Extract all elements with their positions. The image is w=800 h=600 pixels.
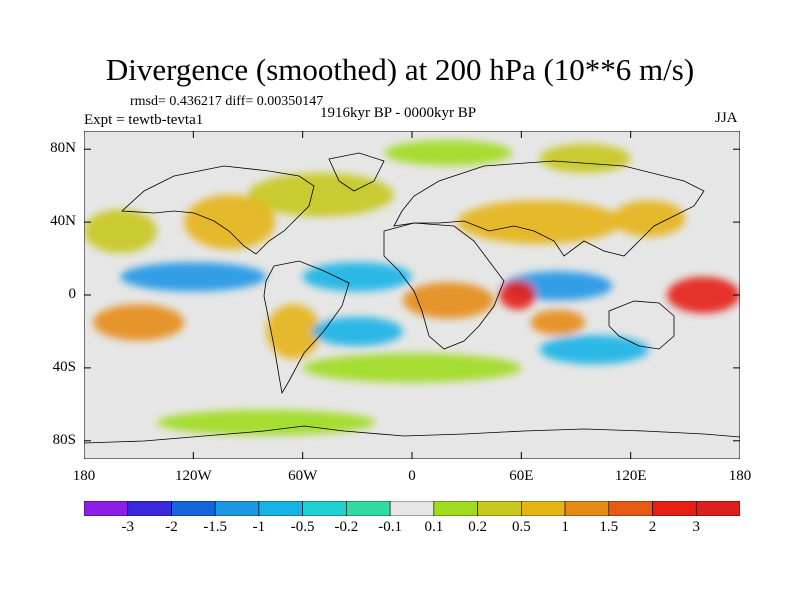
coastline-north-america [121,165,315,255]
colorbar-swatch [346,500,391,517]
colorbar-swatch [564,500,610,517]
colorbar-label: 2 [648,519,657,535]
x-tick-label: 120W [174,468,212,484]
stats-text: rmsd= 0.436217 diff= 0.00350147 [130,94,324,109]
colorbar-label: -2 [165,519,178,535]
colorbar-label: 0.5 [511,519,531,535]
anomaly-patch-siberia-green [539,143,631,173]
period-label: 1916kyr BP - 0000kyr BP [320,105,477,121]
anomaly-patch-west-pacific-red [667,276,740,314]
anomaly-patch-north-pacific-yellow [84,209,157,254]
anomaly-patch-south-indian-blue [539,335,649,365]
colorbar-label: 1.5 [599,519,619,535]
season-label: JJA [715,110,738,126]
coastline-antarctica [84,425,740,444]
colorbar-swatch [214,500,260,517]
anomaly-patch-south-america-orange [266,304,321,359]
figure-title: Divergence (smoothed) at 200 hPa (10**6 … [105,52,695,87]
y-tick-label: 0 [68,286,77,302]
coastline-australia [608,300,675,350]
anomaly-patch-indian-ocean-orange [530,309,586,336]
y-tick-label: 80S [52,431,76,448]
anomaly-patch-southern-ocean-green [302,353,522,383]
anomaly-patch-south-atlantic-blue [311,316,403,347]
anomaly-patch-atlantic-blue [302,262,412,292]
map-panel [83,130,741,460]
colorbar-label: -1 [252,519,266,535]
colorbar-swatches [83,500,741,517]
y-tick-label: 80N [50,140,76,157]
colorbar-swatch [83,500,129,517]
anomaly-patch-east-africa-red [499,280,536,310]
colorbar-label: 0.1 [424,519,444,535]
colorbar-swatch [521,500,566,517]
colorbar-swatch [477,500,522,517]
coastline-greenland [328,152,385,192]
colorbar-swatch [302,500,347,517]
y-tick-label: 40S [52,358,76,375]
colorbar-swatch [652,500,697,517]
colorbar-swatch [608,500,653,517]
colorbar-swatch [171,500,216,517]
anomaly-patch-antarctic-green [156,409,376,436]
coastlines [84,152,740,444]
colorbar-label: -0.2 [334,519,359,535]
anomaly-patch-eurasia-yellow [457,200,622,244]
colorbar-label: 1 [561,519,569,535]
coastline-africa [383,222,505,350]
x-tick-label: 180 [728,468,752,484]
colorbar-swatch [258,500,303,517]
anomaly-patch-arctic-green [384,140,513,166]
y-tick-label: 40N [50,213,76,230]
x-tick-label: 120E [614,468,647,484]
anomaly-patch-north-atlantic-green [248,172,394,217]
colorbar-swatch [695,500,741,517]
x-tick-label: 0 [408,468,416,484]
colorbar-label: 0.2 [468,519,487,535]
colorbar-swatch [433,500,478,517]
colorbar-swatch [127,500,172,517]
coastline-south-america [263,260,350,395]
x-tick-label: 180 [72,468,96,484]
colorbar-label: -0.5 [290,519,315,535]
x-tick-label: 60W [288,468,318,484]
anomaly-patch-tropical-east-pacific-blue [120,262,267,292]
colorbar-label: -3 [121,519,134,535]
colorbar-label: 3 [692,519,701,535]
coastline-eurasia [393,160,705,257]
anomaly-patch-africa-orange [402,282,495,319]
anomaly-patch-east-asia-orange [612,200,686,237]
anomaly-patch-south-pacific-orange [93,304,185,341]
x-tick-label: 60E [509,468,534,484]
colorbar [83,500,741,517]
colorbar-label: -1.5 [203,519,228,535]
colorbar-label: -0.1 [378,519,402,535]
experiment-label: Expt = tewtb-tevta1 [84,112,204,128]
divergence-map [83,130,741,460]
colorbar-swatch [389,500,435,517]
anomaly-patch-north-america-yellow [184,194,276,250]
